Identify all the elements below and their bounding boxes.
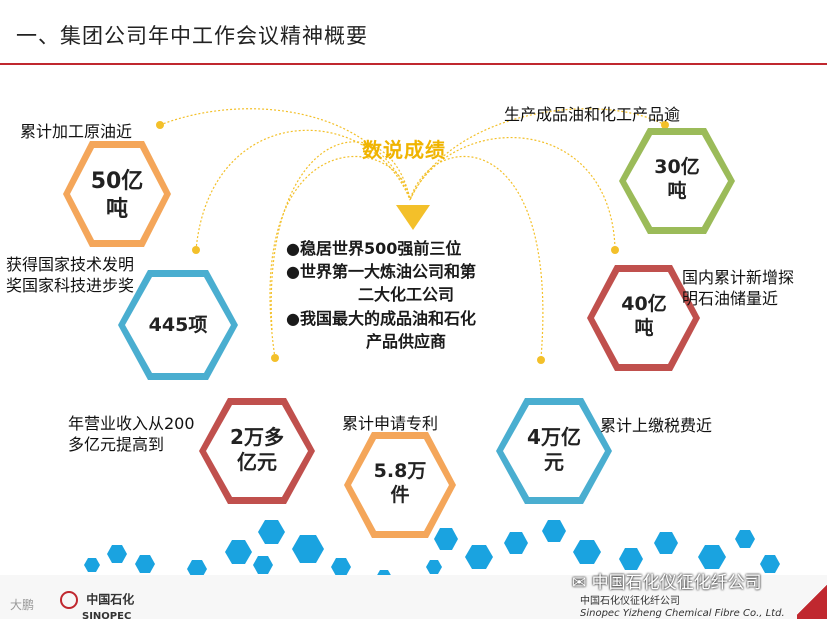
watermark-text: 大鹏 <box>10 598 35 612</box>
bullet-item: ●我国最大的成品油和石化 <box>286 308 476 328</box>
title-divider <box>0 63 827 65</box>
stat-value-oil-reserves: 40亿 吨 <box>621 293 667 339</box>
center-bullet-list: ●稳居世界500强前三位 ●世界第一大炼油公司和第 二大化工公司 ●我国最大的成… <box>286 237 526 353</box>
arc-path <box>409 108 666 201</box>
stat-label-patents: 累计申请专利 <box>342 414 439 433</box>
logo-left-en: SINOPEC <box>82 611 132 622</box>
bullet-item-continuation: 产品供应商 <box>365 331 446 351</box>
wechat-account-name: 中国石化仪征化纤公司 <box>591 573 762 593</box>
stat-label-crude-processed: 累计加工原油近 <box>20 122 133 141</box>
center-heading: 数说成绩 <box>362 138 446 162</box>
arc-dot <box>192 246 200 254</box>
logo-right-cn: 中国石化仪征化纤公司 <box>580 596 680 607</box>
wechat-icon: ✉ <box>572 573 587 593</box>
stat-value-revenue: 2万多 亿元 <box>230 425 284 474</box>
stat-label-products: 生产成品油和化工产品逾 <box>504 105 681 124</box>
sinopec-emblem-icon <box>60 591 78 609</box>
hex-card-frames <box>63 128 735 538</box>
footer-bar <box>0 575 827 619</box>
bullet-item-continuation: 二大化工公司 <box>357 285 454 305</box>
arc-dot <box>271 354 279 362</box>
arc-dot <box>611 246 619 254</box>
stat-value-patents: 5.8万 件 <box>373 460 427 506</box>
logo-left-cn: 中国石化 <box>86 592 135 607</box>
arc-path <box>409 136 616 249</box>
arc-path <box>159 108 411 201</box>
stat-label-taxes: 累计上缴税费近 <box>600 416 713 435</box>
arc-dot <box>156 121 164 129</box>
stat-value-awards: 445项 <box>148 314 208 336</box>
stat-value-crude-processed: 50亿 吨 <box>90 169 144 222</box>
sinopec-logo: 中国石化 SINOPEC <box>60 591 134 622</box>
bullet-item: ●世界第一大炼油公司和第 <box>286 262 476 282</box>
hex-pattern <box>84 520 780 584</box>
stat-value-products: 30亿 吨 <box>654 156 700 202</box>
page-title: 一、集团公司年中工作会议精神概要 <box>16 24 368 48</box>
triangle-marker <box>396 205 430 230</box>
stat-label-awards: 获得国家技术发明 奖国家科技进步奖 <box>6 255 135 295</box>
corner-accent <box>797 580 827 619</box>
wechat-watermark: ✉ 中国石化仪征化纤公司 <box>572 568 762 593</box>
company-logo-right: 中国石化仪征化纤公司 Sinopec Yizheng Chemical Fibr… <box>580 596 785 619</box>
stat-value-taxes: 4万亿 元 <box>527 425 581 474</box>
bullet-item: ●稳居世界500强前三位 <box>286 239 462 258</box>
arc-dot <box>661 121 669 129</box>
stat-label-oil-reserves: 国内累计新增探 明石油储量近 <box>682 268 795 308</box>
stat-label-revenue: 年营业收入从200 多亿元提高到 <box>68 414 195 454</box>
arc-dot <box>537 356 545 364</box>
logo-right-en: Sinopec Yizheng Chemical Fibre Co., Ltd. <box>580 607 785 619</box>
